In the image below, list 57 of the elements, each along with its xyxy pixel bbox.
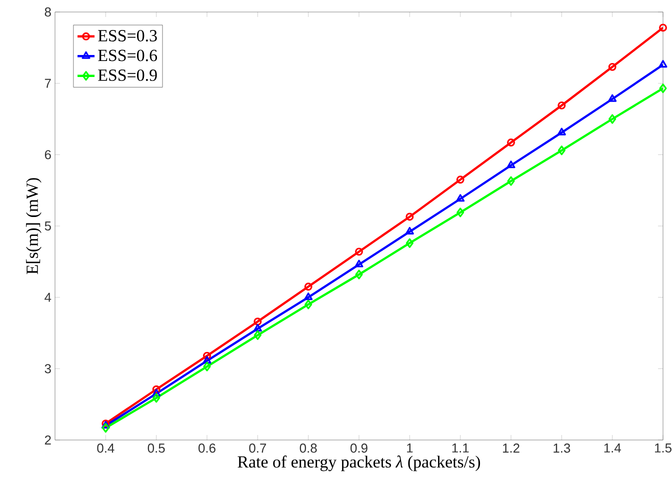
- point: [507, 176, 515, 186]
- point: [558, 146, 566, 156]
- x-tick-label: 1.2: [502, 444, 520, 453]
- point: [507, 138, 515, 147]
- point: [506, 160, 516, 168]
- x-tick-label: 0.8: [300, 444, 317, 453]
- point: [102, 423, 110, 433]
- point: [152, 393, 160, 403]
- point: [304, 292, 313, 300]
- point: [658, 60, 668, 68]
- point: [254, 330, 262, 340]
- point: [203, 362, 211, 372]
- point: [202, 356, 212, 364]
- x-tick-label: 1.1: [452, 444, 469, 452]
- x-tick-label: 0.6: [198, 444, 216, 453]
- x-axis-title: Rate of energy packets λ (packets/s): [238, 456, 480, 472]
- y-tick-label: 4: [44, 292, 52, 302]
- point: [254, 318, 262, 326]
- y-tick-label: 2: [44, 435, 51, 445]
- point: [608, 62, 616, 71]
- point: [557, 128, 566, 136]
- point: [304, 300, 312, 310]
- y-tick-label: 7: [44, 78, 51, 88]
- point: [406, 238, 414, 248]
- point: [355, 248, 363, 256]
- legend-label: ESS=0.3: [98, 30, 157, 42]
- x-tick-label: 0.7: [249, 444, 266, 453]
- x-tick-label: 1.5: [654, 444, 672, 453]
- point: [354, 260, 364, 268]
- y-tick-label: 6: [44, 150, 51, 160]
- x-tick-label: 0.9: [350, 444, 368, 453]
- point: [152, 385, 160, 394]
- y-tick-label: 5: [44, 221, 51, 231]
- point: [152, 388, 161, 396]
- point: [456, 176, 464, 184]
- legend-label: ESS=0.6: [98, 50, 158, 62]
- point: [608, 114, 616, 124]
- point: [456, 208, 464, 218]
- point: [304, 282, 312, 291]
- y-tick-label: 8: [44, 7, 51, 17]
- x-tick-label: 1.4: [604, 444, 621, 452]
- point: [608, 94, 617, 102]
- point: [659, 84, 667, 94]
- point: [558, 101, 566, 110]
- x-tick-label: 0.4: [97, 444, 114, 453]
- x-tick-label: 1: [407, 444, 413, 452]
- point: [253, 324, 262, 332]
- y-axis-title: E[s(m)] (mW): [26, 178, 42, 274]
- point: [203, 352, 211, 360]
- point: [456, 194, 465, 202]
- x-tick-label: 1.3: [554, 444, 570, 453]
- x-tick-label: 0.5: [148, 444, 165, 453]
- point: [405, 226, 414, 234]
- legend-label: ESS=0.9: [98, 69, 157, 81]
- point: [355, 270, 363, 280]
- y-tick-label: 3: [44, 364, 51, 374]
- point: [406, 212, 414, 221]
